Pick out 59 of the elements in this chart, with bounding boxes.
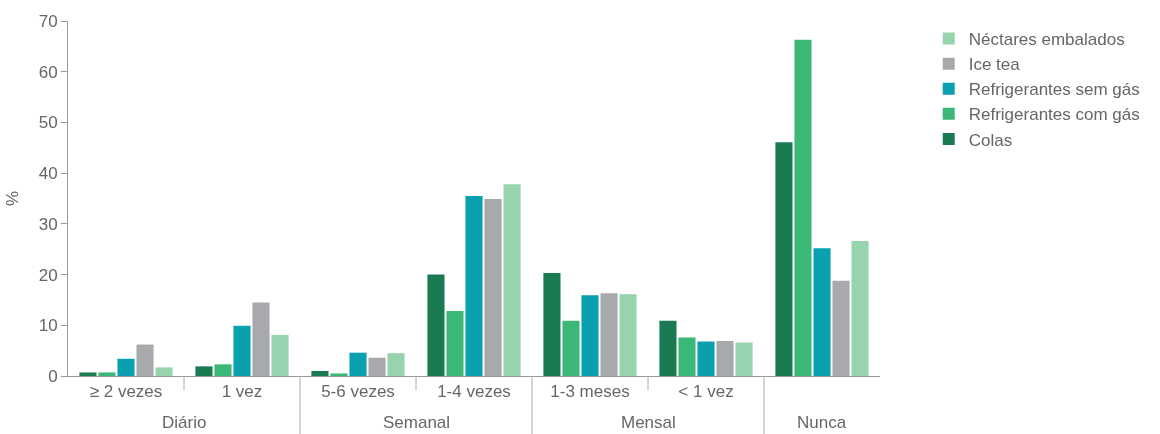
bar <box>387 353 405 376</box>
bar <box>330 373 348 376</box>
legend-label: Ice tea <box>968 55 1021 75</box>
bar <box>155 367 173 376</box>
y-tick-label: 30 <box>38 214 58 234</box>
x-tick-label: < 1 vez <box>678 382 734 402</box>
bar <box>79 372 97 376</box>
bar <box>271 334 289 376</box>
bar <box>427 274 445 376</box>
legend-label: Colas <box>968 130 1013 150</box>
y-tick-label: 0 <box>48 366 58 386</box>
bar <box>600 293 618 376</box>
bar <box>543 273 561 376</box>
bar <box>117 358 135 376</box>
bar <box>98 372 116 376</box>
bar <box>775 142 793 376</box>
x-tick-label: 1-3 meses <box>550 382 630 402</box>
bar <box>659 320 677 376</box>
bar <box>735 342 753 376</box>
bar <box>195 366 213 376</box>
bar <box>794 39 812 376</box>
bar <box>678 337 696 376</box>
bar <box>562 320 580 376</box>
x-tick-label: 1-4 vezes <box>437 382 511 402</box>
bar <box>813 248 831 376</box>
bar <box>446 311 464 376</box>
bar <box>697 341 715 376</box>
bar <box>832 280 850 376</box>
text: Nunca <box>797 413 847 432</box>
bar <box>136 344 154 376</box>
bar <box>349 352 367 376</box>
y-tick-label: 70 <box>38 11 58 31</box>
bar <box>851 241 869 376</box>
y-axis-title: % <box>3 190 23 207</box>
legend-label: Refrigerantes sem gás <box>968 80 1140 100</box>
bar <box>484 199 502 376</box>
legend-label: Néctares embalados <box>968 30 1125 50</box>
bar <box>716 341 734 376</box>
bar <box>619 294 637 376</box>
bar <box>214 364 232 376</box>
x-tick-label: 5-6 vezes <box>321 382 395 402</box>
y-tick-label: 10 <box>38 316 58 336</box>
bar <box>368 357 386 376</box>
y-tick-label: 20 <box>38 265 58 285</box>
bar <box>311 370 329 376</box>
y-tick-label: 50 <box>38 113 58 133</box>
bar <box>252 302 270 376</box>
x-tick-label: ≥ 2 vezes <box>89 382 163 402</box>
text: Semanal <box>383 413 451 432</box>
bar <box>503 184 521 376</box>
bar <box>465 195 483 376</box>
bar <box>581 295 599 376</box>
y-tick-label: 60 <box>38 62 58 82</box>
bar <box>233 325 251 376</box>
text: Diário <box>162 413 207 432</box>
x-tick-label: 1 vez <box>221 382 263 402</box>
y-tick-label: 40 <box>38 164 58 184</box>
text: Mensal <box>621 413 676 432</box>
legend-label: Refrigerantes com gás <box>968 105 1140 125</box>
